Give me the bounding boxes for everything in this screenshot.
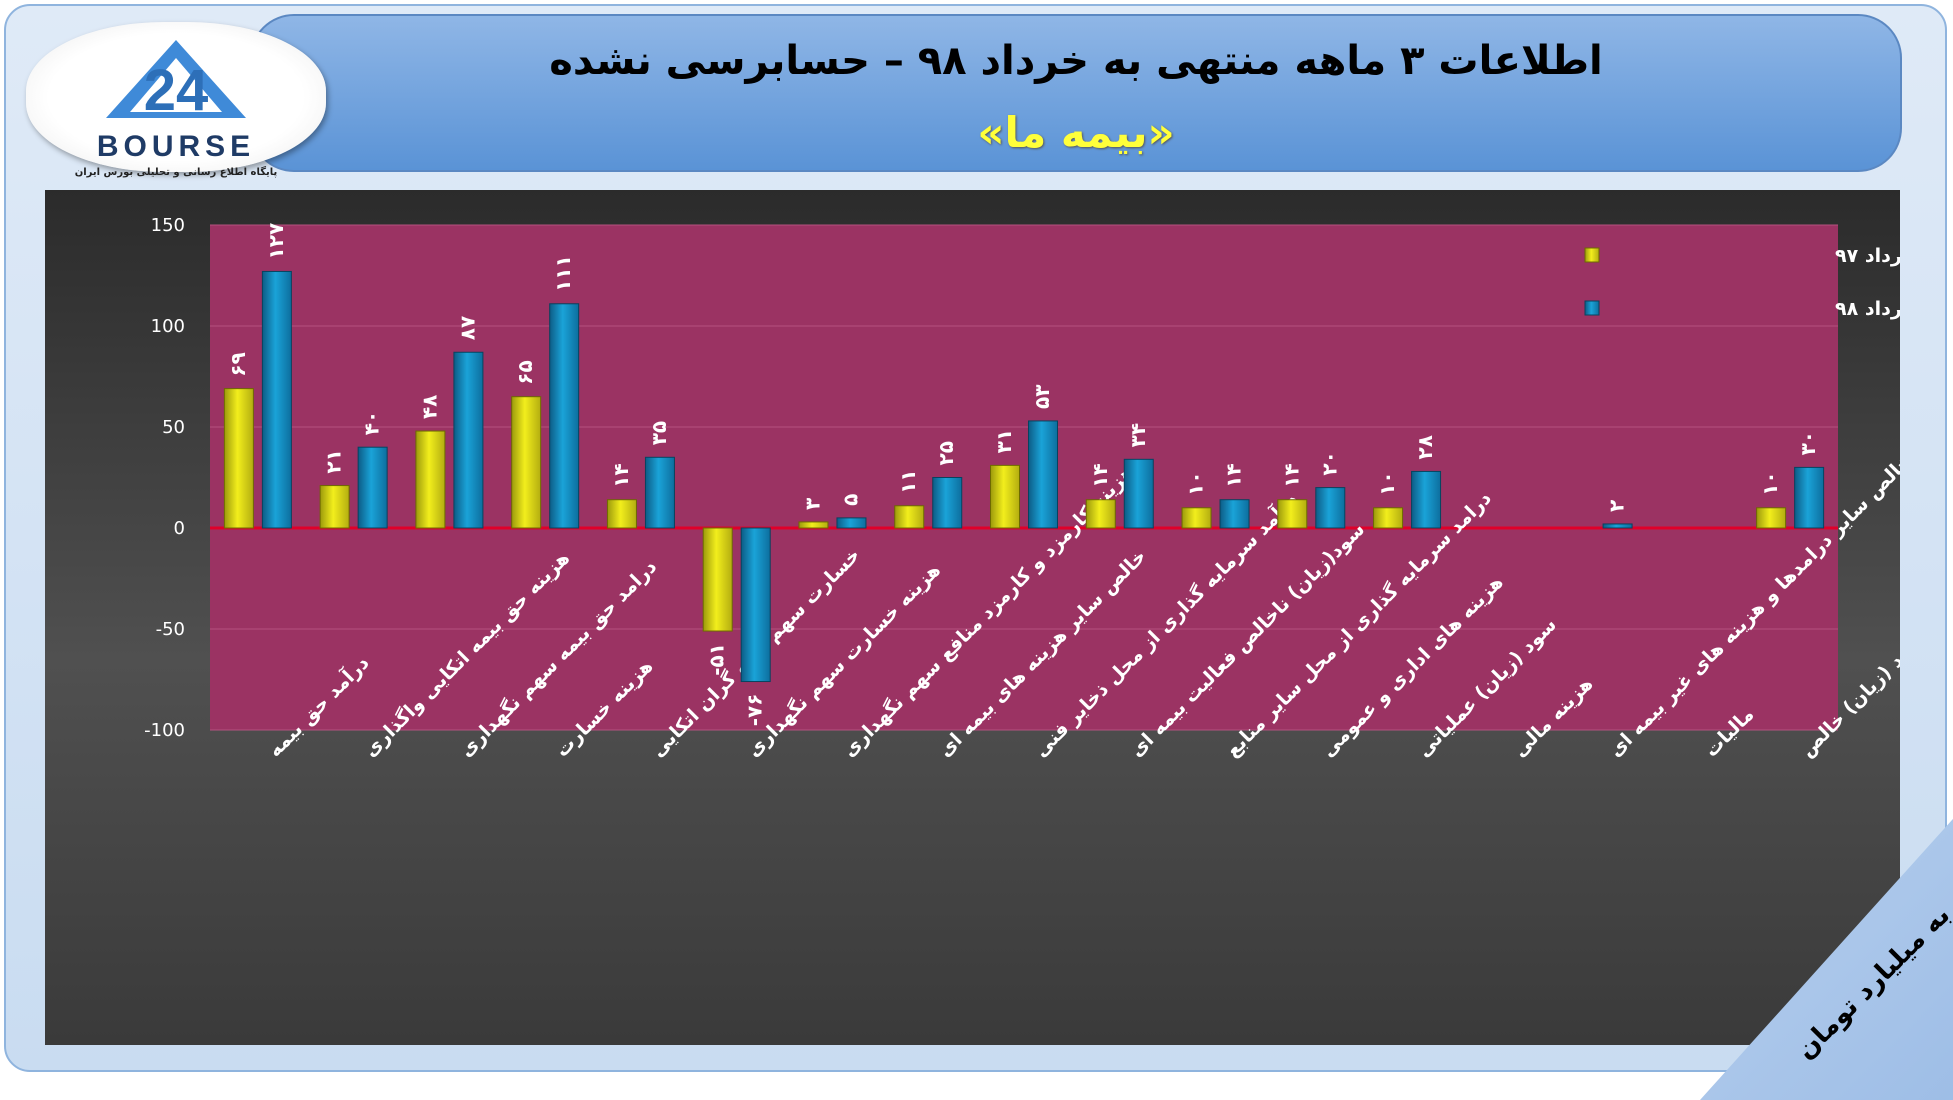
bourse24-logo: 24 BOURSE پایگاه اطلاع رسانی و تحلیلی بو… <box>26 22 326 178</box>
bar-khordad-98 <box>932 477 963 529</box>
bar-khordad-98 <box>453 351 484 529</box>
bar-khordad-98 <box>1219 499 1250 529</box>
bar-khordad-98 <box>1028 420 1058 529</box>
chart-area: 150 100 50 0 -50 -100 ۶۹ ۱۲۷ درآمد حق بیمه ۲۱ ۴۰ هز… <box>45 190 1900 1045</box>
bar-khordad-98 <box>1123 458 1154 529</box>
header-banner: اطلاعات ۳ ماهه منتهی به خرداد ۹۸ – حسابر… <box>250 14 1902 172</box>
bar-khordad-98 <box>261 270 292 529</box>
data-label: ۵ <box>838 494 862 506</box>
data-label: -۵۱ <box>705 643 729 676</box>
data-label: ۲۵ <box>934 441 958 465</box>
data-label: ۳۵ <box>647 421 671 445</box>
logo-mark-icon: 24 <box>106 40 246 123</box>
data-label: ۶۹ <box>226 352 250 376</box>
bar-khordad-97 <box>1756 507 1787 529</box>
bar-khordad-97 <box>511 396 542 529</box>
bar-khordad-97 <box>1373 507 1404 529</box>
page-title: اطلاعات ۳ ماهه منتهی به خرداد ۹۸ – حسابر… <box>549 38 1603 84</box>
data-label: ۸۷ <box>455 316 479 340</box>
data-label: ۲۸ <box>1413 435 1437 459</box>
page-subtitle: «بیمه ما» <box>977 108 1175 157</box>
legend-label: عملکرد منتهی به خرداد ۹۸ <box>1835 298 1900 320</box>
bar-khordad-97 <box>990 464 1020 529</box>
bar-khordad-98 <box>357 446 388 529</box>
data-label: ۱۱۱ <box>551 255 575 292</box>
bar-khordad-97 <box>1277 499 1308 529</box>
bar-khordad-97 <box>894 505 925 529</box>
data-label: -۷۶ <box>743 694 767 727</box>
bar-khordad-97 <box>1085 499 1116 529</box>
data-label: ۱۲۷ <box>264 223 288 260</box>
data-label: ۲۰ <box>1317 451 1341 475</box>
bar-khordad-98 <box>1794 466 1825 529</box>
bar-khordad-98 <box>1411 470 1442 529</box>
bar-khordad-98 <box>740 527 771 683</box>
data-label: ۱۰ <box>1375 471 1399 495</box>
bar-khordad-97 <box>1181 507 1212 529</box>
legend-label: عملکرد منتهی به خرداد ۹۷ <box>1835 245 1900 267</box>
bar-khordad-98 <box>644 456 675 529</box>
data-label: ۱۴ <box>1279 463 1303 487</box>
data-label: ۲۱ <box>322 449 346 473</box>
data-label: ۱۰ <box>1184 471 1208 495</box>
bar-khordad-97 <box>223 388 254 529</box>
bar-khordad-98 <box>836 517 867 529</box>
bar-khordad-97 <box>415 430 446 529</box>
y-tick-label: -100 <box>144 720 185 741</box>
data-label: ۳۴ <box>1126 423 1150 447</box>
data-label: ۴۸ <box>417 395 441 419</box>
logo-tagline: پایگاه اطلاع رسانی و تحلیلی بورس ایران <box>74 167 278 178</box>
data-label: ۲ <box>1605 500 1629 512</box>
data-label: ۱۴ <box>1088 463 1112 487</box>
bar-khordad-98 <box>1315 487 1346 529</box>
data-label: ۱۰ <box>1758 471 1782 495</box>
data-label: ۱۴ <box>609 463 633 487</box>
bar-khordad-97 <box>606 499 637 529</box>
bar-khordad-97 <box>319 485 350 529</box>
legend-swatch <box>1584 300 1600 316</box>
data-label: ۱۱ <box>896 469 920 493</box>
data-label: ۵۳ <box>1030 385 1054 409</box>
y-tick-label: 100 <box>151 316 185 337</box>
data-label: ۱۴ <box>1222 463 1246 487</box>
y-tick-label: 50 <box>162 417 185 438</box>
logo-wordmark: BOURSE <box>96 130 256 163</box>
y-tick-label: 150 <box>151 215 185 236</box>
bar-khordad-97 <box>702 527 733 632</box>
data-label: ۳۱ <box>992 429 1016 453</box>
legend-swatch <box>1584 247 1600 263</box>
logo-mark-text: 24 <box>144 58 209 123</box>
data-label: ۶۵ <box>513 360 537 384</box>
data-label: ۴۰ <box>360 411 384 435</box>
data-label: ۳۰ <box>1796 431 1820 455</box>
bar-khordad-97 <box>798 521 829 529</box>
data-label: ۳ <box>800 498 824 510</box>
bar-khordad-98 <box>1602 523 1633 529</box>
y-tick-label: -50 <box>156 619 185 640</box>
y-tick-label: 0 <box>174 518 185 539</box>
bar-khordad-98 <box>549 303 580 529</box>
